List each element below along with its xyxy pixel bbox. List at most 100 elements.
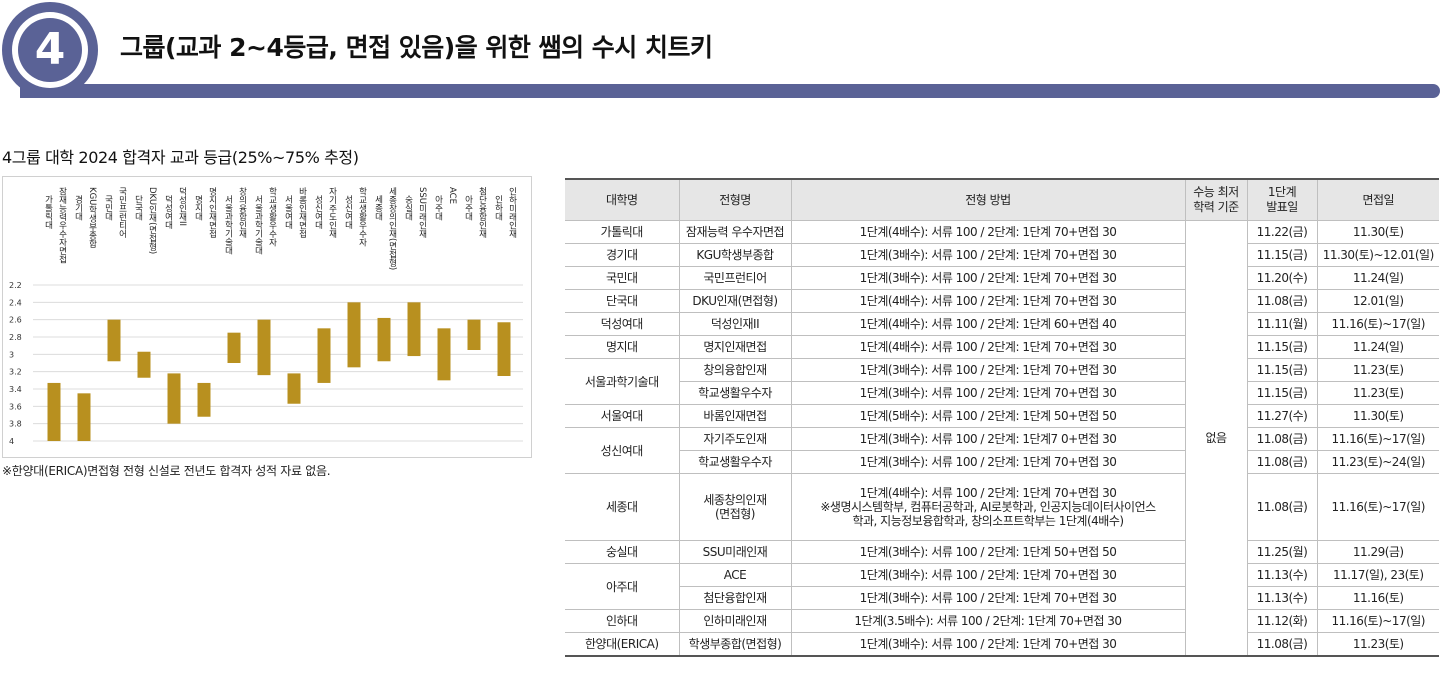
cell-announce: 11.13(수) — [1246, 586, 1318, 610]
x-category-label: 자기주도인재 — [327, 187, 337, 239]
cell-univ: 한양대(ERICA) — [565, 632, 680, 657]
cell-univ: 인하대 — [565, 609, 680, 633]
cell-interview: 11.24(일) — [1316, 266, 1439, 290]
table-row: 서울과학기술대 창의융합인재 1단계(3배수): 서류 100 / 2단계: 1단계… — [565, 358, 1439, 405]
cell-type: ACE — [678, 563, 792, 587]
cell-interview: 11.24(일) — [1316, 335, 1439, 359]
cell-method-line: 학과, 지능정보융합학과, 창의소프트학부는 1단계(4배수) — [852, 514, 1124, 528]
cell-type: 학생부종합(면접형) — [678, 632, 792, 657]
range-bar — [77, 393, 91, 441]
cell-announce: 11.15(금) — [1246, 358, 1318, 382]
x-category-label: 첨단융합인재 — [477, 187, 487, 239]
cell-announce: 11.20(수) — [1246, 266, 1318, 290]
cell-announce: 11.25(월) — [1246, 540, 1318, 564]
cell-type: KGU학생부종합 — [678, 243, 792, 267]
range-bar — [407, 302, 421, 357]
cell-interview: 11.30(토) — [1316, 220, 1439, 244]
table-row: 숭실대 SSU미래인재 1단계(3배수): 서류 100 / 2단계: 1단계 50… — [565, 540, 1439, 564]
cell-interview: 11.23(토) — [1316, 632, 1439, 657]
x-category-label: 세종창의인재(면접형) — [387, 187, 397, 270]
cell-type: SSU미래인재 — [678, 540, 792, 564]
cell-type: 창의융합인재 — [678, 358, 792, 382]
x-category-label: 서울과학기술대 — [253, 195, 263, 255]
cell-method: 1단계(3배수): 서류 100 / 2단계: 1단계 70+면접 30 — [790, 243, 1186, 267]
cell-method: 1단계(4배수): 서류 100 / 2단계: 1단계 70+면접 30 — [790, 289, 1186, 313]
chart-container: 2.2 2.4 2.6 2.8 3 3.2 3.4 3.6 3.8 4 가톨릭대 잠재능력우수자면접 경… — [2, 176, 532, 458]
cell-type: 학교생활우수자 — [679, 450, 792, 474]
cell-announce: 11.15(금) — [1246, 381, 1318, 405]
cell-univ: 명지대 — [565, 335, 680, 359]
table-row: 한양대(ERICA) 학생부종합(면접형) 1단계(3배수): 서류 100 / 2… — [565, 632, 1439, 657]
cell-type: 잠재능력 우수자면접 — [678, 220, 792, 244]
header-announce-label: 1단계 발표일 — [1266, 185, 1298, 214]
cell-announce: 11.08(금) — [1246, 427, 1318, 451]
header-csat-label: 수능 최저 학력 기준 — [1193, 185, 1239, 214]
cell-method: 1단계(3배수): 서류 100 / 2단계: 1단계 70+면접 30 — [790, 586, 1186, 610]
cell-method: 1단계(4배수): 서류 100 / 2단계: 1단계 70+면접 30 — [790, 335, 1186, 359]
cell-interview: 11.16(토)~17(일) — [1316, 312, 1439, 336]
x-category-label: KGU학생부종합 — [87, 187, 97, 248]
cell-type: 덕성인재II — [678, 312, 792, 336]
cell-univ: 숭실대 — [565, 540, 680, 564]
cell-method: 1단계(5배수): 서류 100 / 2단계: 1단계 50+면접 50 — [790, 404, 1186, 428]
cell-univ: 가톨릭대 — [565, 220, 680, 244]
cell-type: 세종창의인재 (면접형) — [678, 473, 792, 541]
cell-method: 1단계(3배수): 서류 100 / 2단계: 1단계 70+면접 30 — [790, 450, 1186, 474]
cell-interview: 11.23(토)~24(일) — [1316, 450, 1439, 474]
cell-announce: 11.08(금) — [1246, 632, 1318, 657]
cell-interview: 11.23(토) — [1316, 381, 1439, 405]
x-category-label: 학교생활우수자 — [267, 186, 277, 247]
cell-interview: 11.16(토)~17(일) — [1316, 427, 1439, 451]
cell-univ: 국민대 — [565, 266, 680, 290]
table-row: 서울여대 바롬인재면접 1단계(5배수): 서류 100 / 2단계: 1단계 50… — [565, 404, 1439, 428]
table-row: 경기대 KGU학생부종합 1단계(3배수): 서류 100 / 2단계: 1단계 7… — [565, 243, 1439, 267]
cell-method-line: ※생명시스템학부, 컴퓨터공학과, AI로봇학과, 인공지능데이터사이언스 — [820, 500, 1156, 514]
table-header-row: 대학명 전형명 전형 방법 수능 최저 학력 기준 1단계 발표일 면접일 — [565, 178, 1439, 221]
cell-csat: 없음 — [1184, 220, 1248, 657]
table-row: 가톨릭대 잠재능력 우수자면접 1단계(4배수): 서류 100 / 2단계: 1단… — [565, 220, 1439, 657]
range-bar — [347, 302, 361, 368]
cell-univ: 세종대 — [565, 473, 680, 541]
cell-univ: 서울과학기술대 — [565, 358, 680, 405]
page-title: 그룹(교과 2~4등급, 면접 있음)을 위한 쌤의 수시 치트키 — [120, 33, 713, 62]
cell-announce: 11.27(수) — [1246, 404, 1318, 428]
cell-interview: 11.16(토)~17(일) — [1316, 473, 1439, 541]
cell-method: 1단계(3.5배수): 서류 100 / 2단계: 1단계 70+면접 30 — [790, 609, 1186, 633]
x-category-label: 명지대 — [193, 194, 203, 221]
cell-univ: 서울여대 — [565, 404, 680, 428]
cell-interview: 11.30(토)~12.01(일) — [1316, 243, 1439, 267]
x-category-label: 숭실대 — [403, 195, 413, 221]
cell-interview: 11.29(금) — [1316, 540, 1439, 564]
cell-type: 바롬인재면접 — [678, 404, 792, 428]
cell-type: 자기주도인재 — [678, 427, 792, 451]
table-row: 국민대 국민프런티어 1단계(3배수): 서류 100 / 2단계: 1단계 70+… — [565, 266, 1439, 290]
header-interview: 면접일 — [1316, 178, 1439, 221]
range-bar-chart: 2.2 2.4 2.6 2.8 3 3.2 3.4 3.6 3.8 4 가톨릭대 잠재능력우수자면접 경… — [9, 186, 523, 446]
x-category-label: 국민프런티어 — [117, 187, 127, 239]
cell-type: 첨단융합인재 — [679, 586, 792, 610]
range-bar — [467, 319, 481, 350]
table-row: 학교생활우수자 1단계(3배수): 서류 100 / 2단계: 1단계 70+면접… — [565, 381, 1439, 405]
range-bar — [287, 373, 301, 404]
y-tick-label: 3.2 — [9, 368, 22, 377]
x-category-label: 아주대 — [463, 194, 473, 221]
cell-method: 1단계(3배수): 서류 100 / 2단계: 1단계 70+면접 30 — [790, 563, 1186, 587]
cell-method: 1단계(3배수): 서류 100 / 2단계: 1단계 50+면접 50 — [790, 540, 1186, 564]
x-category-label: 단국대 — [133, 194, 143, 221]
cell-interview: 11.16(토) — [1316, 586, 1439, 610]
cell-type: 인하미래인재 — [678, 609, 792, 633]
table-row: 세종대 세종창의인재 (면접형) 1단계(4배수): 서류 100 / 2단계: 1단… — [565, 473, 1439, 541]
header-announce: 1단계 발표일 — [1246, 178, 1318, 221]
x-category-label: 바롬인재면접 — [297, 186, 307, 238]
cell-univ: 경기대 — [565, 243, 680, 267]
range-bar — [377, 317, 391, 362]
cell-method: 1단계(3배수): 서류 100 / 2단계: 1단계 70+면접 30 — [790, 381, 1186, 405]
x-category-label: 성신여대 — [343, 195, 353, 230]
range-bar — [227, 332, 241, 363]
y-tick-label: 2.2 — [9, 281, 22, 290]
cell-interview: 11.17(일), 23(토) — [1316, 563, 1439, 587]
cell-announce: 11.13(수) — [1246, 563, 1318, 587]
x-category-label: 가톨릭대 — [43, 195, 53, 230]
cell-method-line: 1단계(4배수): 서류 100 / 2단계: 1단계 70+면접 30 — [859, 486, 1117, 500]
table-row: 덕성여대 덕성인재II 1단계(4배수): 서류 100 / 2단계: 1단계 60… — [565, 312, 1439, 336]
